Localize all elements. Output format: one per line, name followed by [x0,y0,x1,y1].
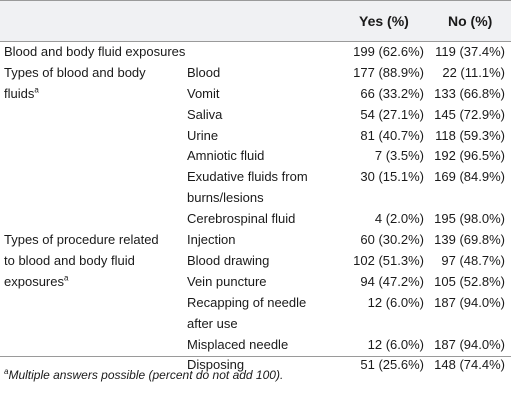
table-row: Blood and body fluid exposures 199 (62.6… [0,42,511,63]
no-cell: 133 (66.8%) [434,85,505,101]
no-cell: 187 (94.0%) [434,336,505,352]
row-label: Types of procedure related [4,232,159,248]
no-cell: 195 (98.0%) [434,211,505,227]
yes-cell: 7 (3.5%) [374,148,424,164]
row-label-text: fluids [4,85,35,101]
footnote-marker: a [63,273,69,283]
yes-cell: 54 (27.1%) [360,106,424,122]
row-label: exposuresa [4,272,68,293]
no-cell: 22 (11.1%) [442,64,505,80]
header-no: No (%) [448,13,493,29]
subcategory-line-2: burns/lesions [187,190,264,206]
no-cell: 169 (84.9%) [434,169,505,185]
no-cell: 119 (37.4%) [435,44,505,59]
row-label-text: exposures [4,273,64,289]
no-cell: 139 (69.8%) [434,232,505,248]
yes-cell: 199 (62.6%) [353,44,424,59]
subcategory-label: Misplaced needle [187,336,289,352]
subcategory-label: Vomit [187,85,220,101]
subcategory-label: Urine [187,127,219,143]
table-body: Blood and body fluid exposures 199 (62.6… [0,42,511,376]
table-row: Saliva 54 (27.1%) 145 (72.9%) [0,105,511,126]
table-row: Cerebrospinal fluid 4 (2.0%) 195 (98.0%) [0,209,511,230]
table-row: Disposing 51 (25.6%) 148 (74.4%) [0,355,511,376]
no-cell: 97 (48.7%) [441,252,505,268]
yes-cell: 12 (6.0%) [367,294,424,310]
yes-cell: 94 (47.2%) [360,273,424,289]
footnote-marker: a [4,367,9,376]
table-header: Yes (%) No (%) [0,0,511,42]
subcategory-label: Disposing [187,357,245,373]
table-bottom-rule [0,356,511,357]
footnote: aMultiple answers possible (percent do n… [4,367,284,383]
yes-cell: 177 (88.9%) [353,64,424,80]
row-label: to blood and body fluid [4,252,135,268]
footnote-text: Multiple answers possible (percent do no… [8,368,284,382]
table-row: Amniotic fluid 7 (3.5%) 192 (96.5%) [0,146,511,167]
yes-cell: 30 (15.1%) [360,169,424,185]
subcategory-label: Saliva [187,106,223,122]
subcategory-label: Cerebrospinal fluid [187,211,296,227]
yes-cell: 102 (51.3%) [353,252,424,268]
table-row: Exudative fluids from burns/lesions 30 (1… [0,167,511,209]
table-row: fluidsa Vomit 66 (33.2%) 133 (66.8%) [0,84,511,105]
subcategory-label: Amniotic fluid [187,148,265,164]
yes-cell: 81 (40.7%) [360,127,424,143]
no-cell: 118 (59.3%) [435,127,505,143]
subcategory-line-1: Exudative fluids from [187,169,308,185]
no-cell: 148 (74.4%) [434,357,505,373]
yes-cell: 51 (25.6%) [360,357,424,373]
table-row: Types of blood and body Blood 177 (88.9%… [0,63,511,84]
no-cell: 192 (96.5%) [434,148,505,164]
no-cell: 187 (94.0%) [434,294,505,310]
row-label: Blood and body fluid exposures [4,44,186,59]
table-row: Types of procedure related Injection 60 … [0,230,511,251]
header-yes: Yes (%) [359,13,409,29]
subcategory-label: Injection [187,232,236,248]
table-row: Recapping of needle after use 12 (6.0%) 1… [0,293,511,335]
subcategory-label: Blood drawing [187,252,270,268]
footnote-marker: a [34,85,39,95]
yes-cell: 60 (30.2%) [360,232,424,248]
row-label: Types of blood and body [4,64,146,80]
yes-cell: 66 (33.2%) [360,85,424,101]
subcategory-line-1: Recapping of needle [187,294,307,310]
no-cell: 105 (52.8%) [434,273,505,289]
yes-cell: 12 (6.0%) [367,336,424,352]
table-row: Urine 81 (40.7%) 118 (59.3%) [0,126,511,147]
subcategory-label: Exudative fluids from burns/lesions [187,167,308,209]
subcategory-label: Recapping of needle after use [187,293,306,335]
table-row: Misplaced needle 12 (6.0%) 187 (94.0%) [0,335,511,356]
no-cell: 145 (72.9%) [434,106,505,122]
subcategory-label: Vein puncture [187,273,267,289]
subcategory-line-2: after use [187,315,238,331]
table-row: to blood and body fluid Blood drawing 10… [0,251,511,272]
row-label: fluidsa [4,84,39,105]
yes-cell: 4 (2.0%) [374,211,424,227]
subcategory-label: Blood [187,64,221,80]
table-row: exposuresa Vein puncture 94 (47.2%) 105 … [0,272,511,293]
